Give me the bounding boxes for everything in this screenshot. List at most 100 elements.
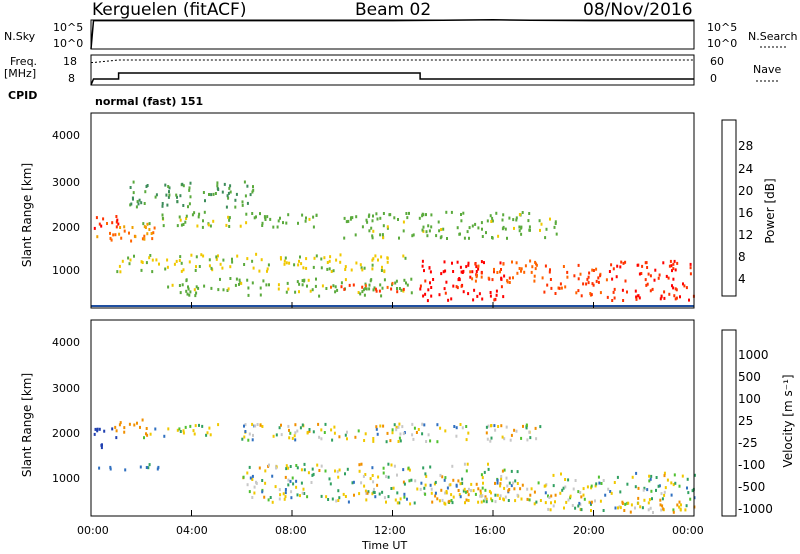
power-ytick: 3000	[52, 176, 80, 189]
power-cell	[480, 221, 483, 225]
power-cell	[130, 202, 133, 206]
power-cell	[312, 225, 315, 229]
power-cell	[252, 185, 254, 189]
velocity-cell	[393, 464, 396, 468]
velocity-cell	[295, 464, 298, 467]
velocity-cell	[278, 426, 281, 430]
velocity-cell	[580, 495, 583, 499]
velocity-cell	[145, 466, 148, 469]
velocity-cell	[450, 499, 453, 502]
velocity-cell	[157, 465, 160, 469]
velocity-cell	[324, 422, 327, 426]
velocity-cell	[353, 493, 355, 497]
power-cell	[115, 215, 118, 218]
velocity-cell	[496, 481, 499, 485]
velocity-cell	[439, 473, 442, 477]
power-cell	[212, 219, 215, 223]
power-cell	[332, 284, 335, 288]
power-cell	[613, 296, 616, 300]
power-cell	[144, 226, 147, 229]
power-cell	[167, 285, 170, 289]
power-cell	[487, 276, 490, 280]
velocity-cell	[485, 497, 488, 501]
velocity-cell	[679, 507, 682, 511]
velocity-cell	[118, 423, 121, 427]
velocity-cell	[567, 478, 570, 482]
velocity-cell	[485, 431, 488, 435]
power-cell	[426, 299, 429, 303]
power-cell	[460, 270, 463, 274]
power-cell	[340, 281, 343, 285]
power-cell	[668, 292, 671, 296]
nave-tick-bottom: 0	[710, 72, 717, 85]
velocity-cell	[376, 432, 379, 436]
power-cell	[374, 254, 377, 258]
velocity-cell	[594, 484, 597, 488]
velocity-cell	[362, 474, 365, 478]
power-cell	[155, 258, 158, 262]
power-cell	[130, 239, 133, 243]
velocity-cell	[446, 486, 449, 490]
power-cell	[425, 230, 428, 234]
velocity-cell	[445, 491, 448, 495]
power-cell	[458, 278, 461, 282]
power-cell	[644, 261, 647, 265]
power-cell	[620, 260, 623, 264]
velocity-cell	[659, 498, 662, 502]
power-cell	[343, 236, 346, 240]
power-cell	[184, 220, 187, 224]
velocity-cell	[663, 493, 666, 497]
power-cell	[109, 231, 111, 235]
x-axis-label: Time UT	[362, 539, 408, 552]
velocity-cell	[685, 504, 688, 508]
velocity-cell	[287, 424, 290, 428]
velocity-cell	[364, 473, 367, 476]
freq-tick-top: 18	[63, 55, 77, 68]
velocity-cell	[577, 490, 580, 494]
velocity-cell	[494, 493, 497, 497]
power-cell	[590, 293, 593, 297]
nave-label: Nave	[753, 63, 782, 76]
power-cell	[277, 287, 280, 291]
velocity-cell	[634, 485, 637, 489]
power-cell	[294, 290, 297, 294]
power-cell	[622, 261, 625, 265]
velocity-cell	[533, 490, 536, 494]
power-cell	[515, 261, 518, 265]
power-cell	[626, 290, 628, 294]
power-cell	[386, 225, 389, 229]
velocity-cell	[597, 475, 600, 479]
velocity-cell	[396, 473, 398, 477]
velocity-cell	[631, 475, 634, 479]
power-cell	[554, 220, 557, 224]
velocity-cell	[686, 477, 689, 481]
nsky-tick-bottom: 10^0	[53, 37, 84, 50]
power-cell	[474, 222, 477, 226]
power-cell	[119, 226, 122, 229]
velocity-cell	[254, 424, 257, 428]
velocity-cell	[290, 496, 293, 500]
power-cell	[587, 275, 590, 279]
velocity-cell	[650, 489, 653, 493]
power-cell	[203, 210, 206, 214]
velocity-cell	[287, 478, 290, 482]
power-cell	[500, 276, 503, 280]
velocity-cell	[385, 440, 388, 444]
power-cell	[554, 222, 557, 225]
velocity-cell	[461, 481, 463, 485]
power-cell	[462, 211, 465, 215]
power-cell	[520, 269, 522, 273]
power-cell	[162, 224, 165, 228]
velocity-cbtick: -1000	[738, 502, 773, 516]
power-cell	[585, 282, 588, 286]
power-cell	[502, 213, 505, 217]
power-cell	[288, 261, 291, 265]
velocity-cell	[441, 475, 444, 479]
power-cell	[149, 254, 152, 257]
velocity-cell	[458, 493, 461, 497]
power-cell	[362, 288, 365, 292]
velocity-cell	[310, 481, 313, 484]
power-cell	[166, 203, 169, 207]
velocity-cbtick: -25	[738, 436, 758, 450]
power-cell	[175, 193, 178, 197]
